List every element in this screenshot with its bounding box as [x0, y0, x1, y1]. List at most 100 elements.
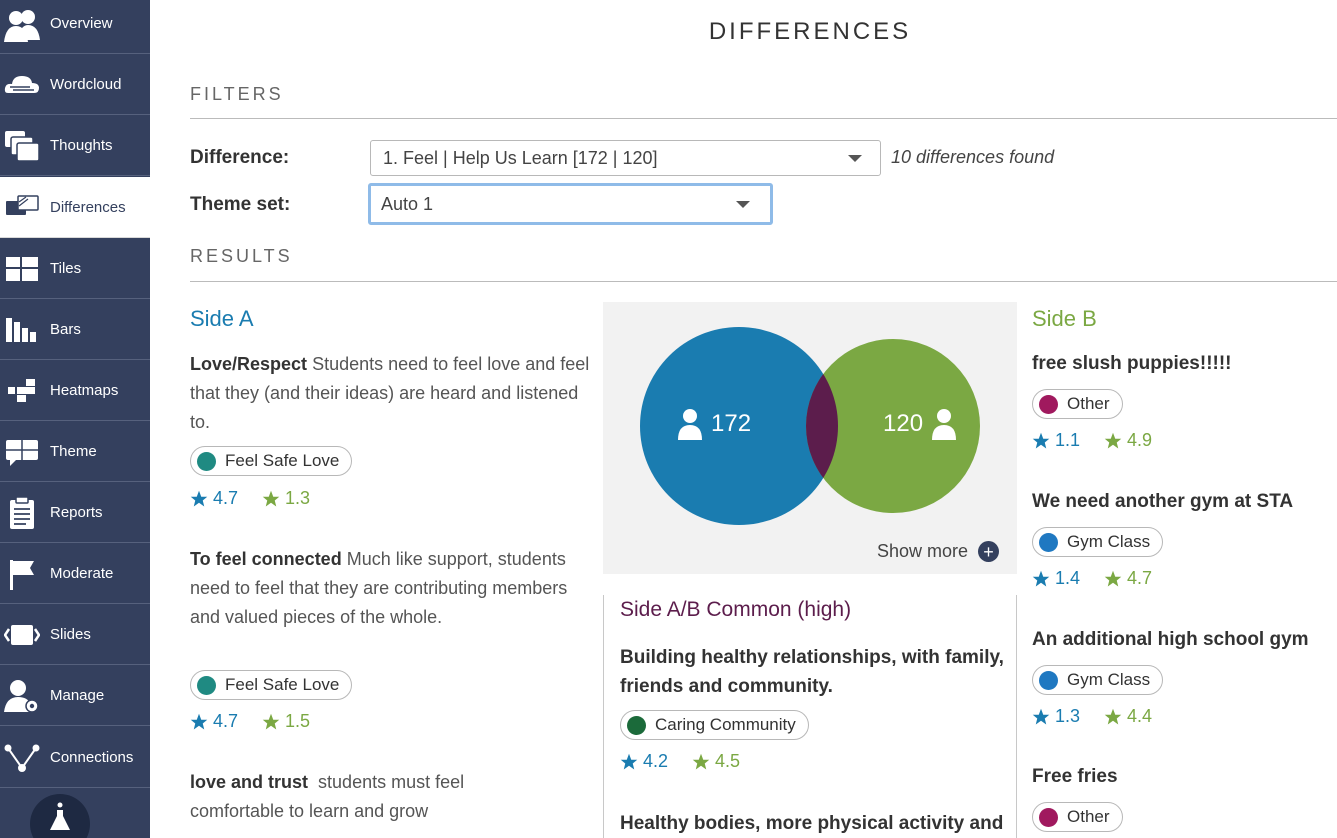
nav-item-overview[interactable]: Overview [0, 0, 150, 54]
side-b-rating: 4.7 [1104, 568, 1152, 589]
tag-color-dot [197, 675, 216, 695]
tag-chip[interactable]: Gym Class [1032, 665, 1164, 695]
rating-value: 4.9 [1127, 430, 1153, 450]
plus-circle-icon: + [978, 541, 999, 562]
side-a-circle [640, 327, 838, 525]
nav-item-differences[interactable]: Differences [0, 177, 150, 238]
tag-label: Gym Class [1067, 670, 1151, 689]
tag-color-dot [1039, 670, 1058, 690]
differences-found-count: 10 differences found [891, 147, 1055, 167]
nav-item-manage[interactable]: Manage [0, 666, 150, 726]
side-a-theme[interactable]: love and trust students must feel comfor… [190, 768, 520, 826]
side-b-theme[interactable]: We need another gym at STA [1032, 491, 1294, 512]
theme-set-select[interactable]: Auto 1 [368, 183, 773, 225]
tiles-icon [2, 249, 42, 289]
side-b-count: 120 [883, 408, 957, 440]
side-a-rating: 4.7 [190, 488, 238, 509]
column-divider [1016, 595, 1017, 838]
side-b-rating: 4.9 [1104, 430, 1152, 451]
nav-item-theme[interactable]: Theme [0, 422, 150, 482]
rating-value: 4.2 [643, 751, 669, 771]
tag-chip[interactable]: Other [1032, 802, 1123, 832]
tag-chip[interactable]: Caring Community [620, 710, 809, 740]
side-a-theme[interactable]: Love/Respect Students need to feel love … [190, 350, 590, 437]
nav-item-reports[interactable]: Reports [0, 483, 150, 543]
star-icon [1032, 708, 1050, 724]
venn-diagram[interactable] [603, 302, 1017, 574]
star-icon [190, 490, 208, 506]
rating-value: 4.4 [1127, 706, 1153, 726]
side-b-rating: 1.5 [262, 711, 310, 732]
tag-label: Other [1067, 807, 1110, 826]
user-gear-icon [2, 676, 42, 716]
difference-select[interactable]: 1. Feel | Help Us Learn [172 | 120] [370, 140, 881, 176]
rating-row: 4.2 4.5 [620, 751, 740, 772]
rating-row: 1.4 4.7 [1032, 568, 1152, 589]
rating-value: 1.5 [285, 711, 311, 731]
tag-color-dot [1039, 807, 1058, 827]
rating-row: 1.1 4.9 [1032, 430, 1152, 451]
rating-value: 4.7 [1127, 568, 1153, 588]
side-a-title: Side A [190, 306, 254, 331]
side-b-rating: 1.3 [262, 488, 310, 509]
clipboard-icon [2, 493, 42, 533]
tag-chip[interactable]: Feel Safe Love [190, 670, 353, 700]
side-a-rating: 4.2 [620, 751, 668, 772]
chat-bubbles-icon [2, 126, 42, 166]
nav-label: Reports [50, 504, 103, 521]
common-theme[interactable]: Building healthy relationships, with fam… [620, 647, 1004, 697]
nav-item-heatmaps[interactable]: Heatmaps [0, 361, 150, 421]
side-b-theme[interactable]: Free fries [1032, 766, 1118, 787]
side-a-rating: 1.3 [1032, 706, 1080, 727]
theme-description: Much like support, students need to feel… [190, 549, 568, 627]
theme-description: Students need to feel love and feel that… [190, 354, 590, 432]
chevron-down-icon [736, 201, 750, 208]
nav-label: Differences [50, 198, 126, 216]
nav-item-moderate[interactable]: Moderate [0, 544, 150, 604]
theme-set-select-value: Auto 1 [381, 193, 434, 214]
tag-chip[interactable]: Gym Class [1032, 527, 1164, 557]
rating-value: 1.3 [285, 488, 311, 508]
slides-icon [2, 615, 42, 655]
star-icon [1104, 570, 1122, 586]
rating-row: 1.3 4.4 [1032, 706, 1152, 727]
tag-chip[interactable]: Feel Safe Love [190, 446, 353, 476]
rating-value: 4.7 [213, 711, 239, 731]
nav-label: Theme [50, 443, 97, 460]
side-a-rating: 4.7 [190, 711, 238, 732]
star-icon [190, 713, 208, 729]
column-divider [603, 595, 604, 838]
show-more-button[interactable]: Show more + [877, 541, 999, 562]
common-title: Side A/B Common (high) [620, 598, 852, 621]
common-theme[interactable]: Healthy bodies, more physical activity a… [620, 813, 1004, 834]
star-icon [262, 490, 280, 506]
nav-item-bars[interactable]: Bars [0, 300, 150, 360]
difference-select-value: 1. Feel | Help Us Learn [172 | 120] [383, 147, 658, 168]
nav-item-slides[interactable]: Slides [0, 605, 150, 665]
rating-value: 1.3 [1055, 706, 1081, 726]
nav-label: Manage [50, 687, 105, 704]
star-icon [692, 753, 710, 769]
theme-name: To feel connected [190, 549, 342, 569]
tag-label: Caring Community [655, 715, 796, 734]
side-b-theme[interactable]: free slush puppies!!!!! [1032, 353, 1232, 374]
side-a-rating: 1.4 [1032, 568, 1080, 589]
nav-item-wordcloud[interactable]: Wordcloud [0, 55, 150, 115]
nav-item-tiles[interactable]: Tiles [0, 239, 150, 299]
side-b-theme[interactable]: An additional high school gym [1032, 629, 1309, 650]
nav-label: Heatmaps [50, 382, 119, 399]
results-title: RESULTS [190, 246, 293, 266]
venn-panel: 172 120 Show more + [603, 302, 1017, 574]
nav-label: Bars [50, 321, 81, 338]
flask-logo-icon [30, 794, 90, 838]
nav-item-thoughts[interactable]: Thoughts [0, 116, 150, 176]
nav-label: Thoughts [50, 137, 113, 154]
bars-icon [2, 310, 42, 350]
nav-item-connections[interactable]: Connections [0, 728, 150, 788]
rating-value: 1.1 [1055, 430, 1081, 450]
rating-row: 4.7 1.5 [190, 711, 310, 732]
side-a-theme[interactable]: To feel connected Much like support, stu… [190, 545, 585, 632]
tag-color-dot [197, 451, 216, 471]
rating-value: 4.5 [715, 751, 741, 771]
tag-chip[interactable]: Other [1032, 389, 1123, 419]
